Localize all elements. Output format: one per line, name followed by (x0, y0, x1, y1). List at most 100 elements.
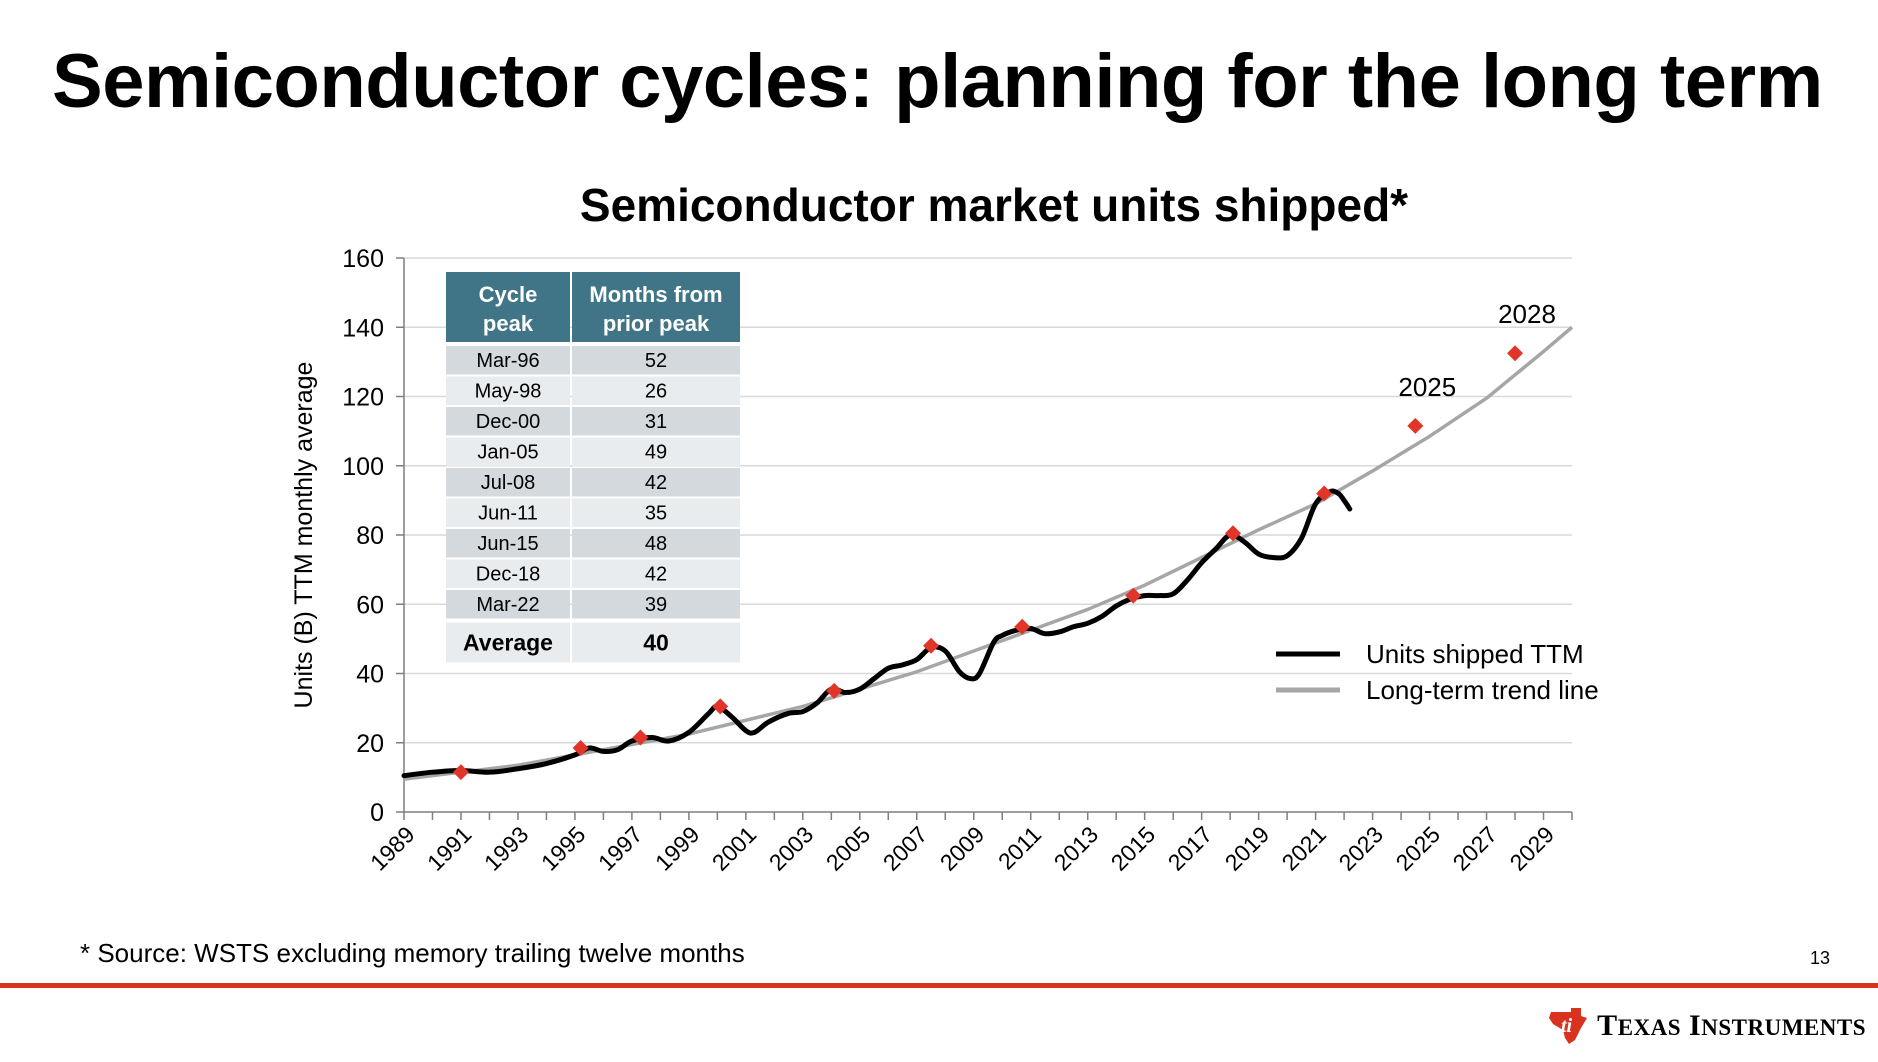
x-tick-label: 1991 (422, 821, 477, 876)
table-header-cell (446, 272, 570, 342)
x-tick-label: 2003 (764, 821, 819, 876)
table-cycle-peak: Dec-00 (476, 411, 540, 433)
table-average-label: Average (463, 630, 553, 656)
y-tick-label: 100 (342, 453, 384, 481)
table-cell (446, 346, 570, 375)
y-tick-label: 160 (342, 245, 384, 273)
table-months-value: 42 (645, 564, 667, 586)
x-tick-label: 2023 (1334, 821, 1389, 876)
table-cell (572, 529, 740, 558)
cycle-peak-marker (1316, 485, 1333, 502)
x-tick-label: 2027 (1448, 821, 1503, 876)
x-tick-label: 2007 (878, 821, 933, 876)
table-cell (572, 407, 740, 436)
table-months-value: 52 (645, 350, 667, 372)
table-cell (446, 376, 570, 405)
cycle-peak-marker (1507, 345, 1524, 362)
x-tick-label: 1997 (593, 821, 648, 876)
table-months-value: 48 (645, 533, 667, 555)
cycle-peak-marker (1014, 618, 1031, 635)
x-tick-label: 2011 (993, 821, 1046, 874)
table-months-value: 26 (645, 381, 667, 403)
x-tick-label: 1989 (365, 821, 420, 876)
cycle-peak-marker (1407, 417, 1424, 434)
table-cell (572, 376, 740, 405)
x-tick-label: 1993 (479, 821, 534, 876)
table-cell (446, 437, 570, 466)
peak-annotation: 2025 (1398, 372, 1456, 402)
table-months-value: 42 (645, 472, 667, 494)
table-months-value: 31 (645, 411, 667, 433)
texas-instruments-logo-icon: ti (1549, 1008, 1588, 1044)
table-cell (446, 407, 570, 436)
svg-text:ti: ti (1561, 1015, 1573, 1037)
table-cell (446, 468, 570, 497)
y-tick-label: 60 (356, 591, 384, 619)
x-tick-label: 2029 (1504, 821, 1559, 876)
y-tick-label: 80 (356, 522, 384, 550)
table-cell (572, 590, 740, 619)
table-cycle-peak: Jan-05 (477, 442, 538, 464)
table-cell (572, 437, 740, 466)
peak-annotation: 2028 (1498, 299, 1556, 329)
table-cycle-peak: Jun-15 (477, 533, 538, 555)
table-header-text: peak (483, 311, 534, 336)
table-footer-cell (572, 622, 740, 663)
footer-divider (0, 983, 1878, 988)
table-cell (572, 346, 740, 375)
x-tick-label: 1999 (650, 821, 705, 876)
legend-label-trend-line: Long-term trend line (1366, 675, 1599, 705)
x-tick-label: 2005 (821, 821, 876, 876)
page-number: 13 (1809, 948, 1830, 968)
table-cell (572, 498, 740, 527)
table-months-value: 35 (645, 503, 667, 525)
table-header-text: prior peak (603, 311, 710, 336)
y-tick-label: 20 (356, 730, 384, 758)
table-cycle-peak: Mar-96 (476, 350, 539, 372)
cycle-peak-marker (923, 637, 940, 654)
legend-label-units-shipped: Units shipped TTM (1366, 639, 1584, 669)
table-cycle-peak: Jul-08 (481, 472, 535, 494)
x-tick-label: 2017 (1163, 821, 1218, 876)
table-months-value: 49 (645, 442, 667, 464)
table-header-cell (572, 272, 740, 342)
logo-wordmark: TEXAS INSTRUMENTS (1597, 1009, 1866, 1042)
table-header-text: Cycle (479, 282, 538, 307)
x-tick-label: 2021 (1277, 821, 1332, 876)
table-cell (446, 590, 570, 619)
y-axis-label: Units (B) TTM monthly average (290, 362, 318, 709)
company-logo: ti TEXAS INSTRUMENTS (1545, 1006, 1866, 1046)
table-cell (572, 559, 740, 588)
x-tick-label: 2019 (1220, 821, 1275, 876)
table-average-value: 40 (643, 630, 669, 656)
cycle-peak-marker (1125, 587, 1142, 604)
x-tick-label: 2013 (1049, 821, 1104, 876)
table-cell (446, 529, 570, 558)
table-months-value: 39 (645, 594, 667, 616)
table-cell (446, 559, 570, 588)
y-tick-label: 140 (342, 314, 384, 342)
x-tick-label: 2001 (707, 821, 762, 876)
x-tick-label: 2025 (1391, 821, 1446, 876)
table-cell (572, 468, 740, 497)
slide-title: Semiconductor cycles: planning for the l… (52, 39, 1823, 124)
cycle-peak-marker (826, 682, 843, 699)
x-tick-label: 1995 (536, 821, 591, 876)
x-tick-label: 2015 (1106, 821, 1161, 876)
table-cycle-peak: May-98 (475, 381, 542, 403)
y-tick-label: 0 (370, 799, 384, 827)
cycle-peak-marker (572, 739, 589, 756)
y-tick-label: 40 (356, 661, 384, 689)
table-cycle-peak: Dec-18 (476, 564, 540, 586)
table-footer-cell (446, 622, 570, 663)
cycle-peak-marker (452, 764, 469, 781)
x-tick-label: 2009 (935, 821, 990, 876)
cycle-peak-marker (712, 698, 729, 715)
table-cycle-peak: Mar-22 (476, 594, 539, 616)
source-footnote: * Source: WSTS excluding memory trailing… (80, 938, 745, 968)
y-tick-label: 120 (342, 384, 384, 412)
cycle-peak-marker (632, 729, 649, 746)
table-cell (446, 498, 570, 527)
chart-title: Semiconductor market units shipped* (579, 179, 1409, 231)
